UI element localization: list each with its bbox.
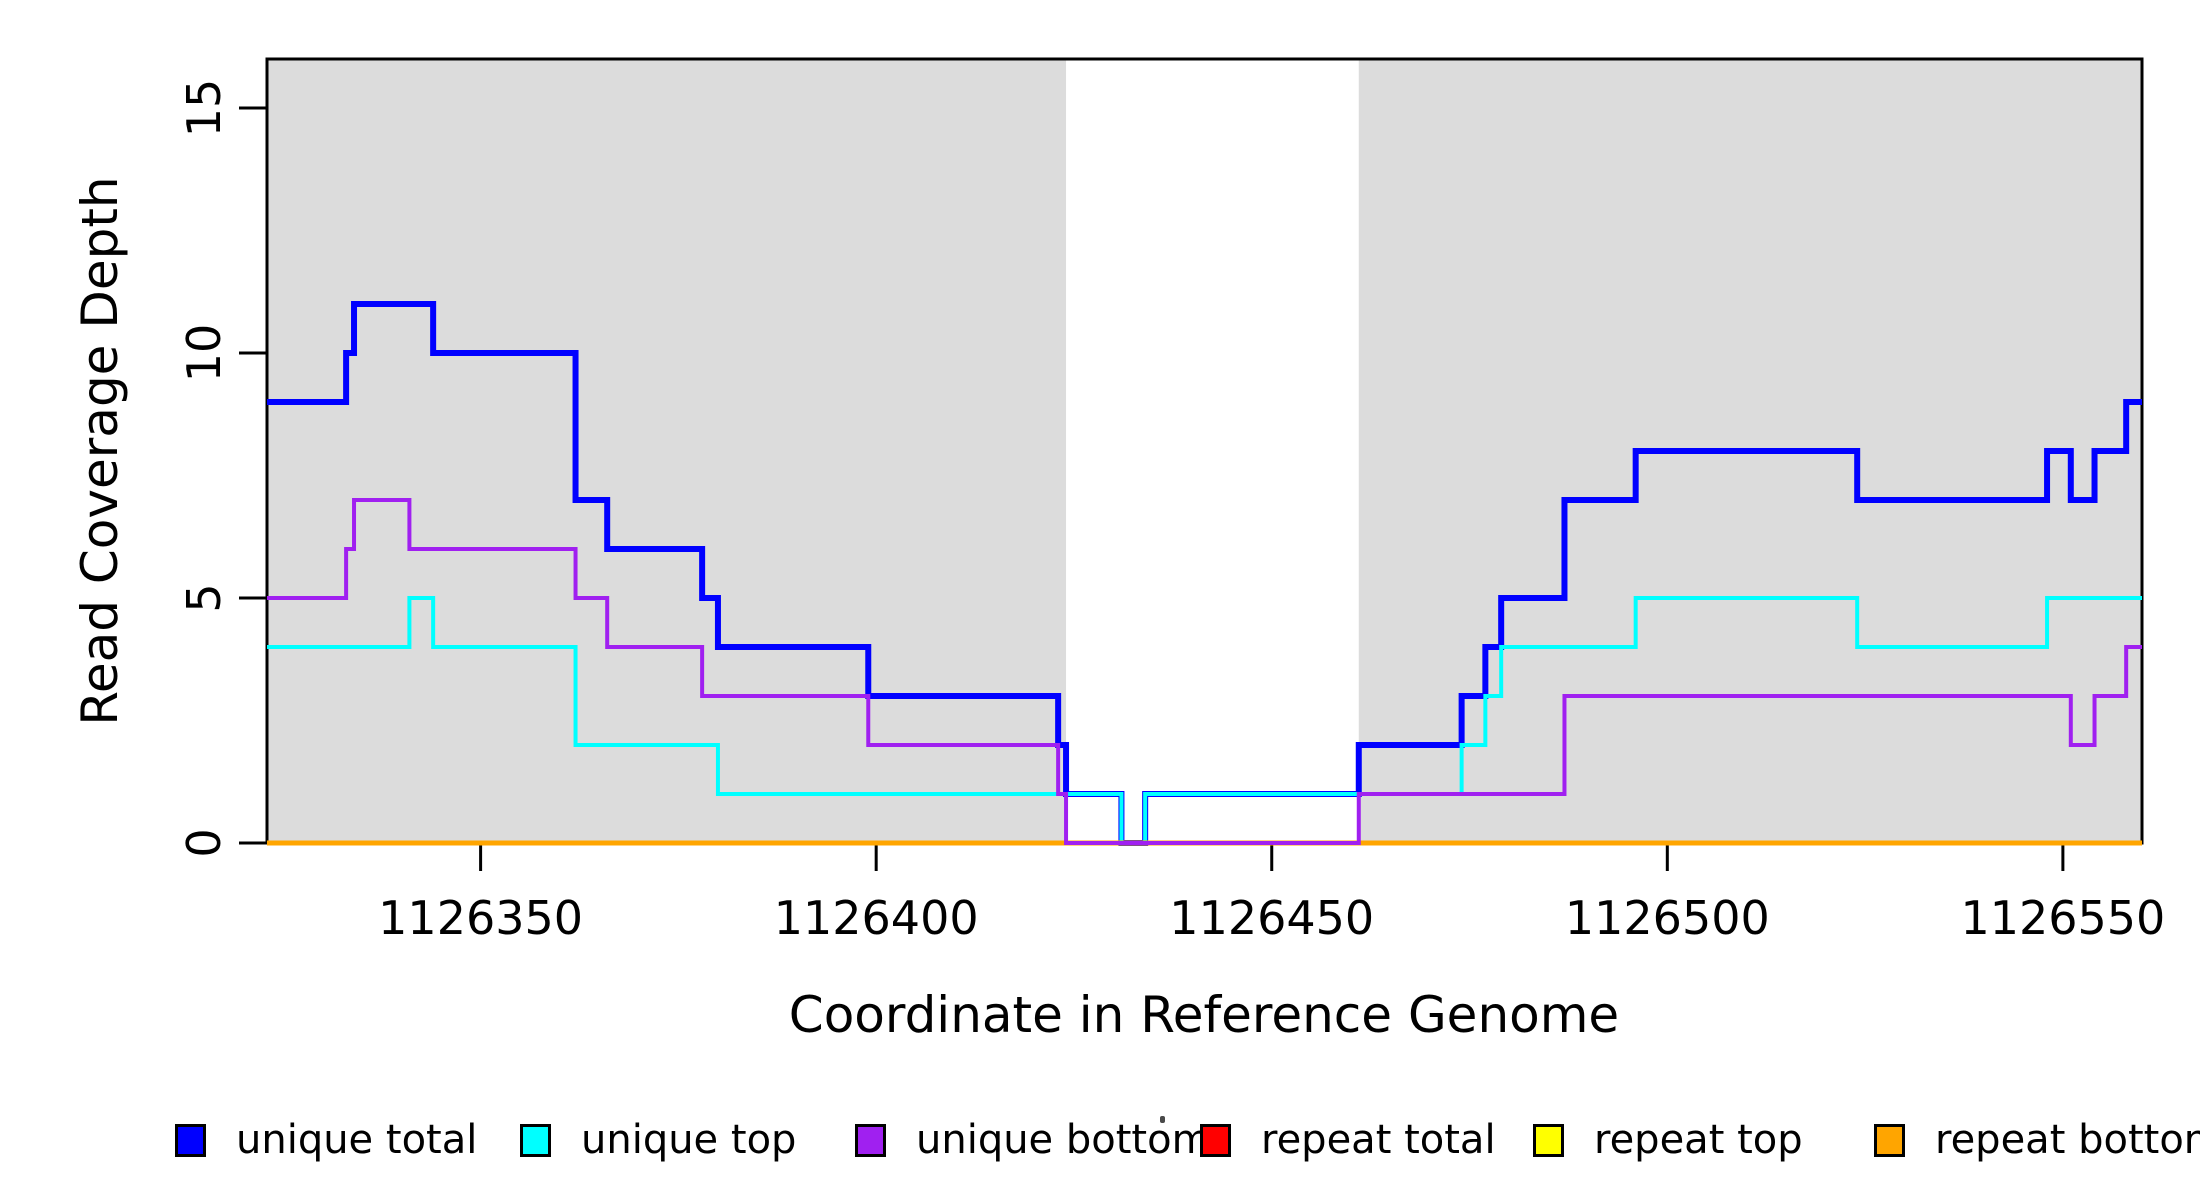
- shaded-region: [267, 59, 1067, 843]
- legend-swatch-unique-total: [175, 1123, 206, 1157]
- legend-swatch-repeat-top: [1533, 1123, 1564, 1157]
- y-tick-label: 5: [177, 583, 231, 612]
- legend: unique total unique top unique bottom re…: [0, 1117, 2200, 1163]
- legend-label-repeat-total: repeat total: [1261, 1117, 1496, 1163]
- legend-swatch-unique-top: [520, 1123, 551, 1157]
- legend-label-repeat-top: repeat top: [1594, 1117, 1803, 1163]
- legend-label-unique-total: unique total: [236, 1117, 478, 1163]
- legend-item-repeat-top: repeat top: [1533, 1117, 1803, 1163]
- legend-label-unique-top: unique top: [581, 1117, 797, 1163]
- legend-item-repeat-total: repeat total: [1200, 1117, 1496, 1163]
- series-unique-bottom: [267, 498, 2142, 845]
- x-axis-title: Coordinate in Reference Genome: [788, 986, 1620, 1044]
- x-tick-label: 1126550: [1960, 891, 2165, 945]
- legend-swatch-repeat-bottom: [1874, 1123, 1905, 1157]
- x-tick-label: 1126350: [378, 891, 583, 945]
- y-axis-title: Read Coverage Depth: [71, 176, 129, 726]
- y-tick-label: 10: [177, 324, 231, 383]
- legend-label-unique-bottom: unique bottom: [916, 1117, 1211, 1163]
- x-tick-label: 1126400: [774, 891, 979, 945]
- legend-item-unique-total: unique total: [175, 1117, 478, 1163]
- legend-swatch-unique-bottom: [855, 1123, 886, 1157]
- y-tick-label: 15: [177, 79, 231, 138]
- y-tick-label: 0: [177, 828, 231, 857]
- legend-item-unique-top: unique top: [520, 1117, 797, 1163]
- x-tick-label: 1126500: [1565, 891, 1770, 945]
- stray-mark: [1160, 1116, 1165, 1123]
- x-tick-label: 1126450: [1169, 891, 1374, 945]
- legend-item-repeat-bottom: repeat bottom: [1874, 1117, 2200, 1163]
- series-unique-top: [267, 596, 2142, 845]
- legend-item-unique-bottom: unique bottom: [855, 1117, 1211, 1163]
- legend-label-repeat-bottom: repeat bottom: [1935, 1117, 2200, 1163]
- legend-swatch-repeat-total: [1200, 1123, 1231, 1157]
